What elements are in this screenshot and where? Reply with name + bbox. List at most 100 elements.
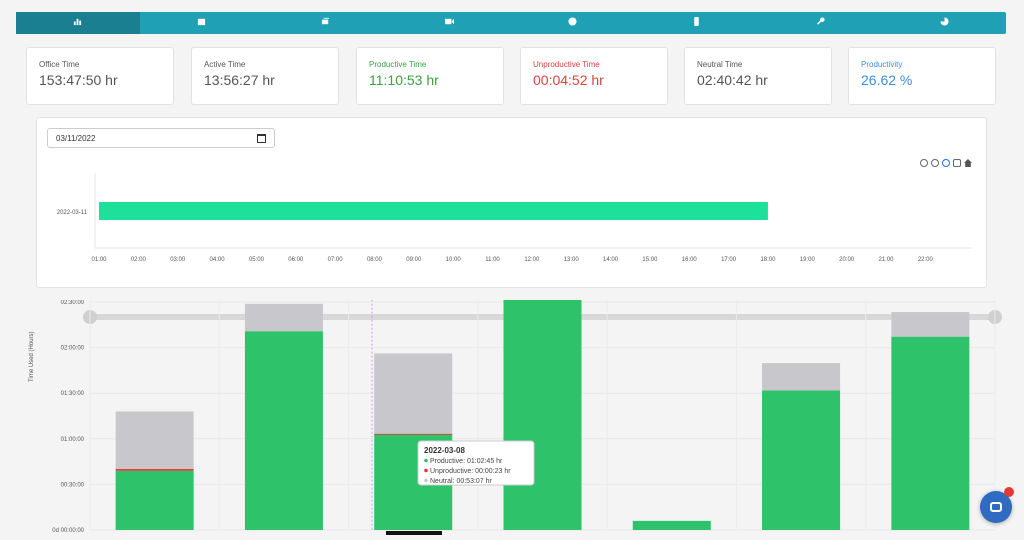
zoom-in-icon[interactable]: [920, 159, 928, 167]
x-tick-label: 21:00: [878, 257, 894, 263]
bar-segment-unproductive: [374, 433, 453, 435]
zoom-out-icon[interactable]: [931, 159, 939, 167]
x-tick-label: 17:00: [721, 257, 737, 263]
tab-calendar[interactable]: [140, 12, 264, 34]
tooltip-marker: [424, 468, 428, 473]
images-icon: [321, 17, 330, 29]
timeline-chart: 2022-03-11 01:00 02:00 03:00 04:00 05:00 06:00…: [57, 173, 972, 263]
x-tick-label: 07:00: [328, 257, 344, 263]
bar-segment-productive: [115, 470, 194, 530]
stat-productive-time: Productive Time 11:10:53 hr: [356, 47, 504, 105]
tab-mobile[interactable]: [635, 12, 759, 34]
x-tick-label: 09:00: [406, 257, 422, 263]
tab-web[interactable]: [511, 12, 635, 34]
bar-segment-productive: [891, 336, 970, 530]
stat-label: Productive Time: [369, 60, 427, 69]
bar-segment-neutral: [374, 353, 453, 434]
chart-toolbar: [920, 159, 972, 167]
report-tabs: [16, 12, 1006, 34]
reset-home-icon[interactable]: [964, 159, 972, 167]
stat-value: 13:56:27 hr: [204, 72, 275, 88]
stat-office-time: Office Time 153:47:50 hr: [26, 47, 174, 105]
x-crosshair-badge: [386, 531, 442, 535]
y-tick-label: 01:30:00: [61, 391, 85, 397]
x-tick-label: 13:00: [564, 257, 580, 263]
chat-icon: [990, 502, 1002, 512]
chart-tooltip: 2022-03-08 Productive: 01:02:45 hr Unprodu…: [417, 440, 535, 486]
tooltip-line: Unproductive: 00:00:23 hr: [430, 468, 511, 475]
globe-icon: [568, 17, 577, 29]
x-tick-label: 08:00: [367, 257, 383, 263]
daily-usage-panel: 0d 00:00:00 00:30:00 01:00:00 01:30:00 02:00…: [0, 118, 1024, 535]
x-tick-label: 19:00: [800, 257, 816, 263]
tooltip-marker: [424, 478, 428, 483]
tab-overview[interactable]: [16, 12, 140, 34]
video-icon: [444, 17, 454, 29]
stat-neutral-time: Neutral Time 02:40:42 hr: [684, 47, 832, 105]
x-tick-label: 11:00: [485, 257, 500, 263]
stat-label: Office Time: [39, 60, 80, 69]
x-tick-label: 02:00: [131, 257, 147, 263]
tab-screenshots[interactable]: [264, 12, 388, 34]
stat-label: Neutral Time: [697, 60, 743, 69]
bar-segment-neutral: [891, 312, 970, 337]
tab-keys[interactable]: [759, 12, 883, 34]
x-tick-label: 12:00: [524, 257, 540, 263]
timeline-bar: [99, 202, 768, 220]
date-value: 03/11/2022: [56, 134, 96, 143]
y-tick-label: 01:00:00: [61, 437, 85, 443]
bar-segment-neutral: [244, 303, 323, 332]
tab-pie[interactable]: [882, 12, 1006, 34]
x-tick-label: 14:00: [603, 257, 619, 263]
x-tick-label: 05:00: [249, 257, 265, 263]
y-tick-label: 02:30:00: [61, 300, 85, 306]
bar-chart-icon: [73, 17, 82, 29]
y-tick-label: 00:30:00: [61, 482, 85, 488]
stat-value: 26.62 %: [861, 72, 913, 88]
tooltip-box: [417, 440, 535, 486]
timeline-panel: 03/11/2022 2022-03-11 01:00 02:00 03:00 04:0…: [36, 117, 987, 288]
y-tick-label: 0d 00:00:00: [52, 528, 84, 534]
tooltip-line: Productive: 01:02:45 hr: [430, 458, 503, 465]
stat-value: 00:04:52 hr: [533, 72, 604, 88]
x-tick-label: 03:00: [170, 257, 186, 263]
daily-usage-chart: 0d 00:00:00 00:30:00 01:00:00 01:30:00 02:00…: [29, 118, 1002, 535]
x-tick-label: 18:00: [760, 257, 776, 263]
stat-label: Active Time: [204, 60, 246, 69]
stat-productivity: Productivity 26.62 %: [848, 47, 996, 105]
bar-segment-neutral: [115, 411, 194, 469]
bar-segment-unproductive: [115, 468, 194, 471]
calendar-icon[interactable]: [257, 134, 266, 143]
x-tick-label: 10:00: [446, 257, 462, 263]
bar-segment-neutral: [762, 363, 841, 391]
y-tick-label: 02:00:00: [61, 346, 85, 352]
date-picker-input[interactable]: 03/11/2022: [47, 128, 275, 148]
tooltip-marker: [424, 458, 428, 463]
bar-segment-productive: [244, 331, 323, 530]
pan-hand-icon[interactable]: [953, 159, 961, 167]
x-tick-label: 15:00: [642, 257, 658, 263]
stat-label: Unproductive Time: [533, 60, 600, 69]
stat-unproductive-time: Unproductive Time 00:04:52 hr: [520, 47, 668, 105]
tooltip-title: 2022-03-08: [424, 446, 465, 455]
bar-segment-productive: [632, 520, 711, 530]
x-tick-label: 20:00: [839, 257, 855, 263]
pie-chart-icon: [940, 17, 949, 29]
zoom-selection-icon[interactable]: [942, 159, 950, 167]
x-tick-label: 04:00: [210, 257, 226, 263]
x-tick-label: 16:00: [682, 257, 698, 263]
tooltip-line: Neutral: 00:53:07 hr: [430, 478, 493, 485]
category-label: 2022-03-11: [57, 210, 88, 216]
x-tick-label: 22:00: [918, 257, 934, 263]
mobile-icon: [692, 17, 701, 29]
y-axis-label: Time Used (Hours): [29, 331, 35, 381]
tab-video[interactable]: [387, 12, 511, 34]
notification-badge: [1004, 487, 1014, 497]
stat-value: 11:10:53 hr: [369, 72, 439, 88]
chat-button[interactable]: [980, 487, 1014, 523]
bar-segment-productive: [503, 219, 582, 531]
bar-segment-productive: [762, 390, 841, 530]
key-icon: [816, 17, 825, 29]
x-tick-label: 06:00: [288, 257, 304, 263]
stat-value: 02:40:42 hr: [697, 72, 768, 88]
